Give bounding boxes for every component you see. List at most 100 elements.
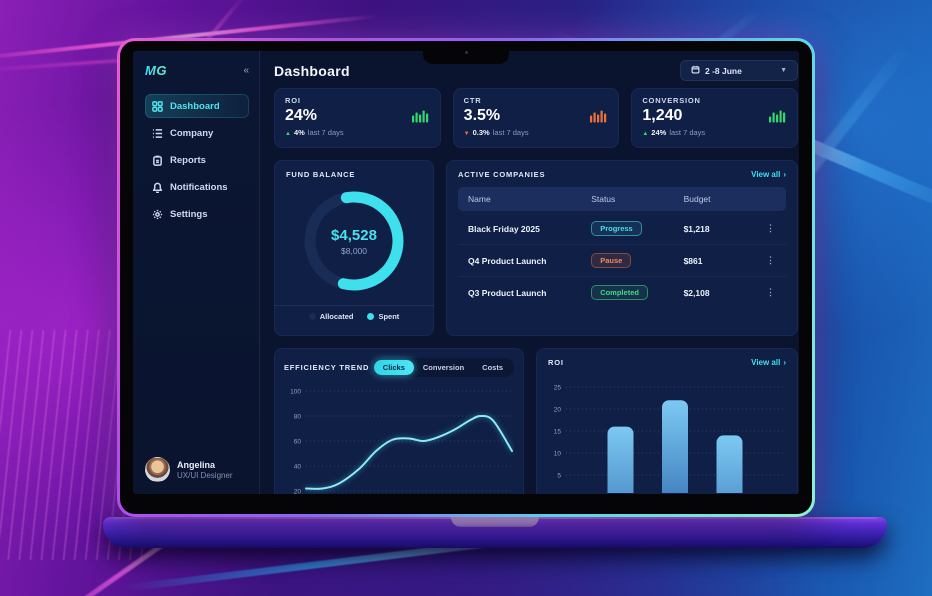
roi-bar-chart: 25 20 15 10 5 — [548, 375, 786, 494]
page-title: Dashboard — [274, 62, 350, 79]
roi-title: ROI — [548, 358, 564, 367]
mini-bar-chart-icon — [411, 109, 430, 128]
efficiency-trend-card: EFFICIENCY TREND Clicks Conversion Costs… — [274, 348, 524, 494]
svg-text:15: 15 — [554, 428, 562, 435]
stat-card-ctr[interactable]: CTR 3.5% 0.3% last 7 days — [452, 88, 620, 148]
sidebar-item-notifications[interactable]: Notifications — [145, 175, 249, 199]
efficiency-trend-title: EFFICIENCY TREND — [284, 363, 370, 372]
fund-balance-title: FUND BALANCE — [286, 170, 356, 179]
stat-value: 24% — [285, 107, 318, 124]
table-row[interactable]: Black Friday 2025 Progress $1,218 ⋮ — [458, 213, 786, 245]
dashboard-app: MG « Dashboard Company — [133, 51, 799, 494]
date-range-picker[interactable]: 2 -8 June ▼ — [680, 60, 798, 81]
legend-dot — [308, 313, 316, 320]
sidebar-item-label: Reports — [170, 154, 206, 166]
user-role: UX/UI Designer — [177, 470, 233, 480]
stat-delta-note: last 7 days — [307, 128, 344, 137]
trend-down-icon — [464, 128, 470, 137]
row-menu-icon[interactable]: ⋮ — [765, 255, 776, 265]
user-profile[interactable]: Angelina UX/UI Designer — [145, 457, 249, 482]
laptop-base-notch — [451, 517, 539, 527]
laptop: MG « Dashboard Company — [117, 38, 815, 517]
stat-label: CTR — [463, 96, 482, 105]
grid-icon — [152, 100, 163, 112]
svg-text:80: 80 — [294, 413, 302, 420]
fund-balance-card: FUND BALANCE $4,528 $8,000 — [274, 160, 434, 336]
app-logo: MG — [145, 63, 167, 78]
trend-up-icon — [285, 128, 291, 137]
efficiency-line-chart: 100 80 60 40 20 — [284, 383, 514, 494]
stat-delta-value: 24% — [651, 128, 667, 137]
mini-bar-chart-icon — [590, 109, 608, 128]
calendar-icon — [691, 65, 700, 76]
company-budget: $1,218 — [683, 223, 710, 234]
table-row[interactable]: Q3 Product Launch Completed $2,108 ⋮ — [458, 277, 786, 308]
view-all-roi-link[interactable]: View all › — [751, 358, 786, 367]
sidebar-item-label: Dashboard — [170, 100, 220, 112]
sidebar-item-settings[interactable]: Settings — [145, 202, 249, 226]
company-name: Q3 Product Launch — [468, 287, 547, 298]
stat-label: ROI — [285, 96, 301, 105]
chevron-right-icon: › — [783, 358, 786, 367]
row-menu-icon[interactable]: ⋮ — [765, 223, 776, 233]
status-badge: Pause — [591, 253, 632, 268]
tab-costs[interactable]: Costs — [482, 363, 503, 372]
svg-text:25: 25 — [554, 384, 562, 391]
user-name: Angelina — [177, 459, 216, 470]
clipboard-icon — [152, 155, 163, 166]
tab-conversion[interactable]: Conversion — [422, 363, 465, 372]
company-name: Q4 Product Launch — [468, 255, 547, 266]
company-budget: $861 — [683, 255, 703, 266]
legend-dot — [367, 313, 375, 320]
sidebar-item-label: Settings — [170, 208, 208, 220]
svg-text:10: 10 — [554, 450, 562, 457]
sidebar-item-label: Notifications — [170, 181, 228, 193]
sidebar-item-company[interactable]: Company — [145, 121, 249, 145]
mini-bar-chart-icon — [769, 109, 787, 128]
svg-text:5: 5 — [557, 472, 561, 479]
laptop-base — [103, 517, 887, 548]
chevron-down-icon: ▼ — [780, 67, 787, 74]
stat-value: 1,240 — [642, 107, 683, 124]
table-header: Name Status Budget — [458, 187, 786, 211]
stat-delta-note: last 7 days — [492, 128, 529, 137]
status-badge: Progress — [591, 221, 642, 236]
table-row[interactable]: Q4 Product Launch Pause $861 ⋮ — [458, 245, 786, 277]
camera-dot — [464, 51, 468, 54]
stat-card-conversion[interactable]: CONVERSION 1,240 24% last 7 days — [631, 88, 799, 148]
roi-chart-card: ROI View all › 25 20 15 10 5 — [536, 348, 798, 494]
view-all-companies-link[interactable]: View all › — [751, 170, 786, 179]
laptop-bezel: MG « Dashboard Company — [120, 41, 812, 514]
stat-delta-value: 4% — [293, 128, 305, 137]
laptop-notch — [423, 41, 509, 64]
sidebar: MG « Dashboard Company — [133, 51, 260, 494]
sidebar-item-reports[interactable]: Reports — [145, 148, 249, 172]
active-companies-title: ACTIVE COMPANIES — [458, 170, 546, 179]
company-name: Black Friday 2025 — [468, 223, 540, 234]
trend-up-icon — [642, 128, 648, 137]
date-range-label: 2 -8 June — [705, 65, 742, 76]
legend-spent: Spent — [367, 312, 399, 321]
gear-icon — [152, 209, 163, 220]
active-companies-card: ACTIVE COMPANIES View all › Name Status … — [446, 160, 798, 336]
svg-text:40: 40 — [294, 463, 302, 470]
stat-delta-value: 0.3% — [472, 128, 490, 137]
stat-delta-note: last 7 days — [669, 128, 706, 137]
svg-text:20: 20 — [554, 406, 562, 413]
efficiency-tabs: Clicks Conversion Costs — [371, 358, 514, 377]
avatar — [145, 457, 170, 482]
row-menu-icon[interactable]: ⋮ — [765, 287, 776, 297]
bell-icon — [152, 182, 163, 193]
tab-clicks[interactable]: Clicks — [373, 360, 414, 375]
stat-value: 3.5% — [463, 107, 501, 124]
fund-total-value: $8,000 — [341, 245, 367, 256]
company-budget: $2,108 — [683, 287, 710, 298]
fund-balance-donut: $4,528 $8,000 — [298, 185, 410, 297]
sidebar-item-dashboard[interactable]: Dashboard — [145, 94, 249, 118]
stat-label: CONVERSION — [642, 96, 701, 105]
svg-text:20: 20 — [294, 488, 302, 494]
list-icon — [152, 128, 163, 139]
sidebar-collapse-icon[interactable]: « — [243, 65, 249, 76]
stat-card-roi[interactable]: ROI 24% 4% last 7 days — [274, 88, 441, 148]
status-badge: Completed — [591, 285, 648, 300]
